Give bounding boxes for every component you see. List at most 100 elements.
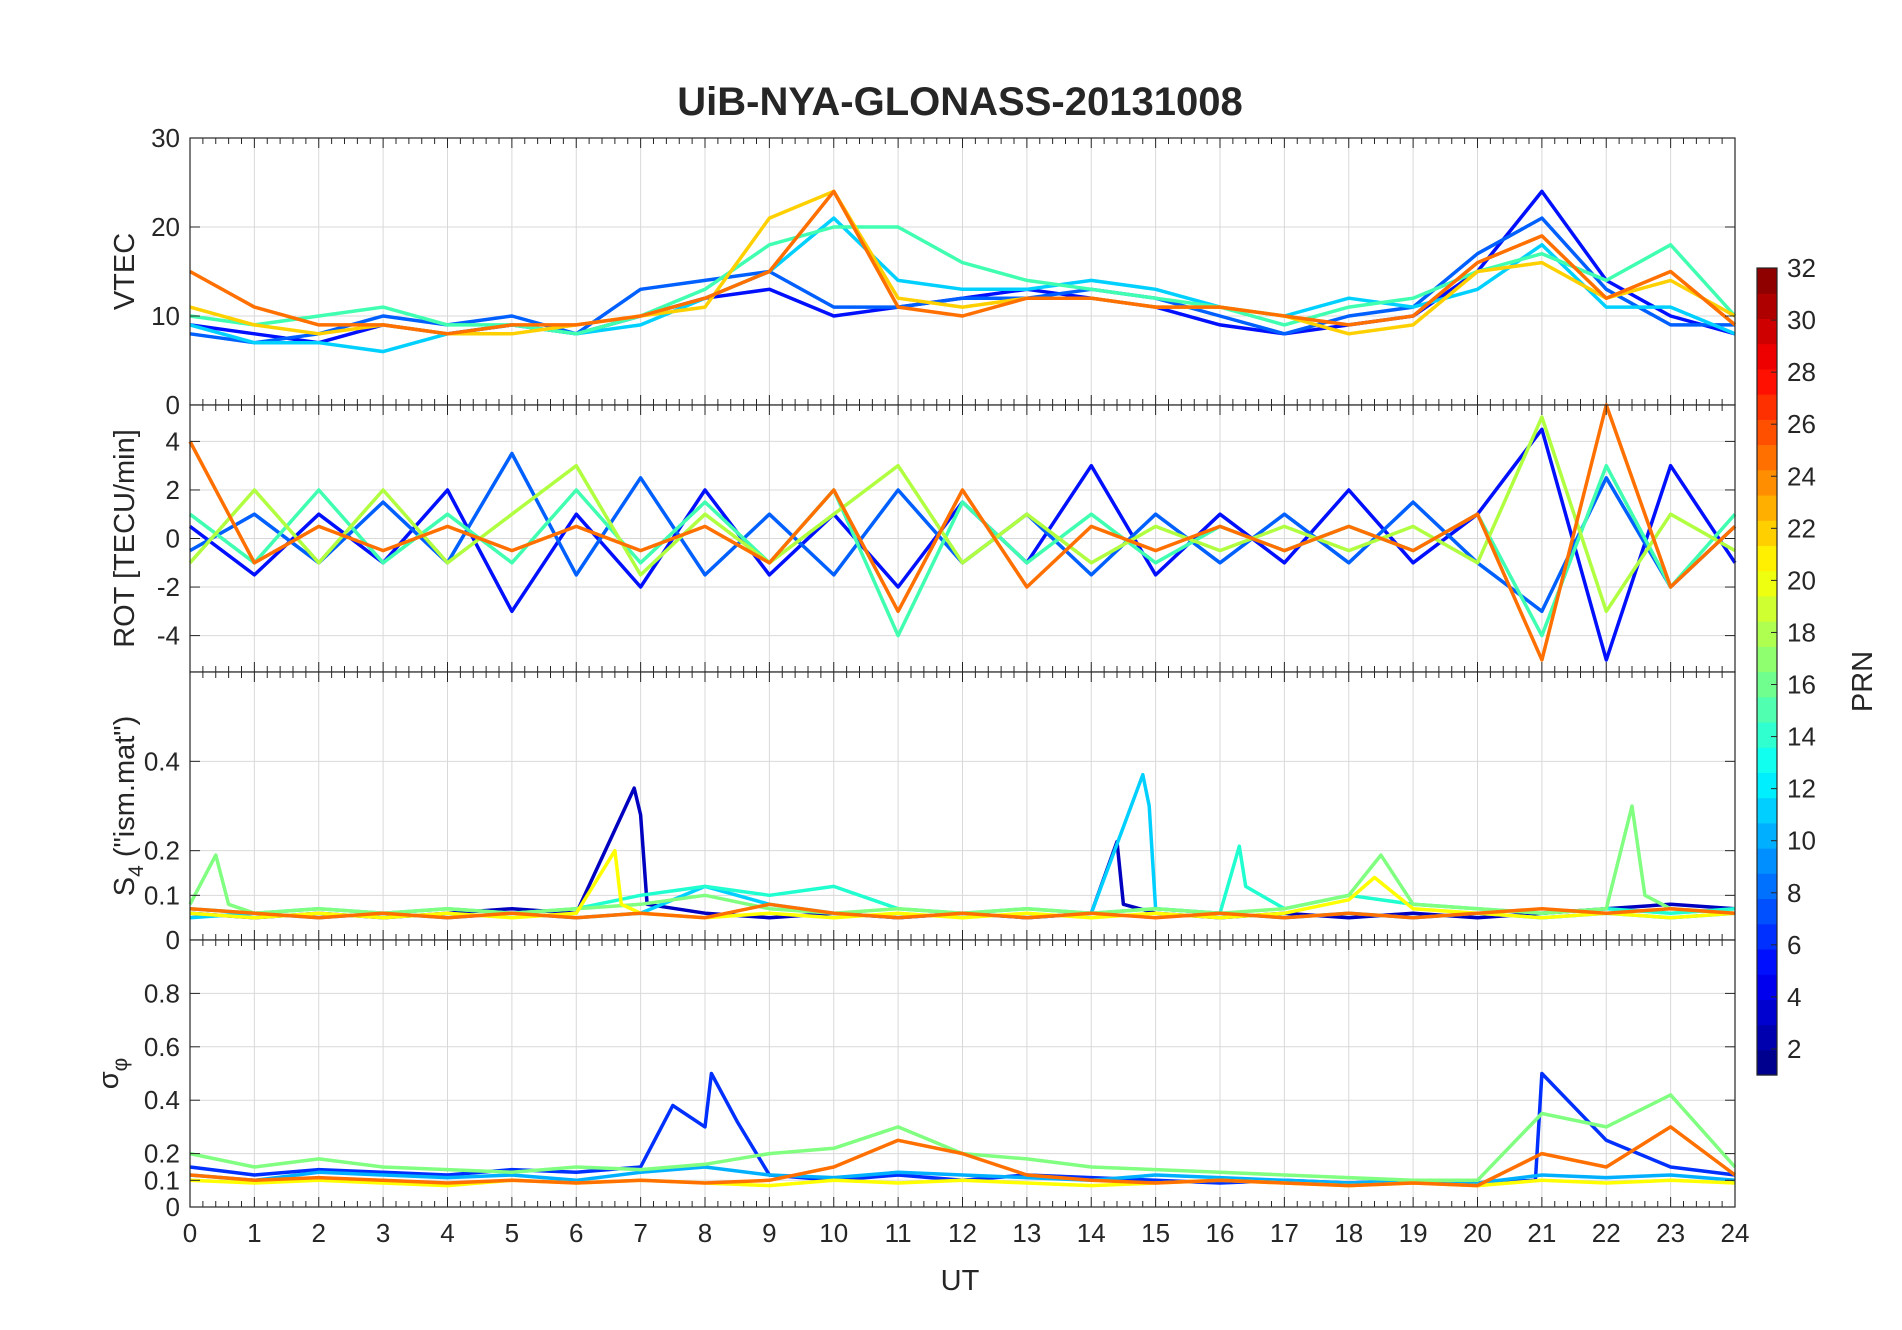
y-tick-label: -2 <box>157 572 180 602</box>
x-tick-label: 2 <box>312 1218 326 1248</box>
x-tick-label: 6 <box>569 1218 583 1248</box>
colorbar-tick-label: 8 <box>1787 878 1801 908</box>
panel-s4: 00.10.20.4S4 ("ism.mat") <box>109 671 1736 955</box>
colorbar-segment <box>1757 520 1777 547</box>
x-tick-label: 13 <box>1012 1218 1041 1248</box>
colorbar-tick-label: 4 <box>1787 982 1801 1012</box>
colorbar-tick-label: 12 <box>1787 774 1816 804</box>
colorbar-tick-label: 32 <box>1787 253 1816 283</box>
colorbar-label: PRN <box>1847 651 1879 712</box>
colorbar-segment <box>1757 696 1777 723</box>
x-tick-label: 8 <box>698 1218 712 1248</box>
x-tick-label: 24 <box>1721 1218 1750 1248</box>
panel-rot: -4 -2 0 2 4 ROT [TECU/min] <box>109 403 1737 673</box>
x-tick-label: 20 <box>1463 1218 1492 1248</box>
y-tick-label: 0.6 <box>144 1032 180 1062</box>
colorbar-frame <box>1756 267 1778 1076</box>
colorbar-segment <box>1757 570 1777 597</box>
colorbar-tick-label: 22 <box>1787 513 1816 543</box>
colorbar-segment <box>1757 293 1777 320</box>
y-axis-label-main: VTEC <box>109 233 141 310</box>
colorbar-segment <box>1757 469 1777 496</box>
y-tick-label: 0.1 <box>144 1165 180 1195</box>
y-tick-label: 0 <box>166 1192 180 1222</box>
x-tick-label: 7 <box>633 1218 647 1248</box>
y-axis-label-main: σ <box>93 1071 125 1089</box>
series-line-prn-24 <box>189 189 1737 336</box>
y-tick-label: 0.8 <box>144 978 180 1008</box>
x-tick-label: 15 <box>1141 1218 1170 1248</box>
colorbar-segment <box>1757 948 1777 975</box>
x-tick-label: 16 <box>1206 1218 1235 1248</box>
y-tick-label: 0 <box>166 524 180 554</box>
colorbar-tick-label: 30 <box>1787 305 1816 335</box>
colorbar-tick-label: 20 <box>1787 565 1816 595</box>
colorbar-segment <box>1757 494 1777 521</box>
x-tick-label: 4 <box>440 1218 454 1248</box>
colorbar-segment <box>1757 419 1777 446</box>
x-tick-label: 10 <box>819 1218 848 1248</box>
series-line-prn-10 <box>189 1165 1736 1185</box>
colorbar-segment <box>1757 873 1777 900</box>
colorbar-segment <box>1757 394 1777 420</box>
x-tick-label: 12 <box>948 1218 977 1248</box>
colorbar-tick-label: 18 <box>1787 617 1816 647</box>
colorbar-segment <box>1757 646 1777 673</box>
x-tick-label: 23 <box>1656 1218 1685 1248</box>
x-tick-label: 17 <box>1270 1218 1299 1248</box>
colorbar-tick-label: 16 <box>1787 670 1816 700</box>
colorbar-segment <box>1757 721 1777 748</box>
colorbar-segment <box>1757 444 1777 471</box>
colorbar-segment <box>1757 1049 1777 1076</box>
x-tick-label: 9 <box>762 1218 776 1248</box>
colorbar-tick-label: 14 <box>1787 722 1816 752</box>
y-axis-label: S4 ("ism.mat") <box>109 716 148 897</box>
colorbar-segment <box>1757 923 1777 950</box>
colorbar-segment <box>1757 268 1777 294</box>
colorbar-segment <box>1757 898 1777 925</box>
colorbar-segment <box>1757 595 1777 622</box>
x-tick-label: 19 <box>1399 1218 1428 1248</box>
x-axis-label: UT <box>941 1265 980 1297</box>
colorbar-tick-label: 2 <box>1787 1034 1801 1064</box>
y-tick-label: 0.4 <box>144 1085 180 1115</box>
colorbar-segment <box>1757 1024 1777 1051</box>
colorbar-segment <box>1757 621 1777 647</box>
colorbar-segment <box>1757 999 1777 1026</box>
colorbar-segment <box>1757 343 1777 370</box>
colorbar-tick-label: 10 <box>1787 826 1816 856</box>
x-tick-label: 3 <box>376 1218 390 1248</box>
y-tick-label: 4 <box>166 426 180 456</box>
colorbar-segment <box>1757 318 1777 345</box>
y-tick-label: 2 <box>166 475 180 505</box>
y-tick-label: 0.1 <box>144 880 180 910</box>
y-axis-label: σφ <box>93 1058 132 1090</box>
series-line-prn-24 <box>188 403 1737 662</box>
x-tick-label: 11 <box>885 1218 912 1248</box>
series-line-prn-18 <box>188 415 1736 614</box>
x-tick-label: 5 <box>505 1218 519 1248</box>
panel-vtec: 0 10 20 30 VTEC <box>109 123 1737 420</box>
colorbar-segment <box>1757 671 1777 698</box>
series-line-prn-24 <box>189 902 1736 920</box>
y-axis-label-main: S <box>109 877 141 896</box>
colorbar-segment <box>1757 772 1777 799</box>
x-tick-label: 1 <box>247 1218 261 1248</box>
series-line-prn-24 <box>189 1125 1737 1188</box>
y-axis-label-main: ROT [TECU/min] <box>109 429 141 648</box>
y-tick-label: 20 <box>151 212 180 242</box>
y-axis-label-subscript: φ <box>109 1058 132 1072</box>
y-tick-label: 10 <box>151 301 180 331</box>
y-axis-label: VTEC <box>109 233 141 310</box>
x-tick-label: 22 <box>1592 1218 1621 1248</box>
y-tick-label: 0.2 <box>144 836 180 866</box>
x-tick-label: 0 <box>183 1218 197 1248</box>
colorbar-segment <box>1757 368 1777 395</box>
x-tick-label: 21 <box>1527 1218 1556 1248</box>
colorbar-segment <box>1757 545 1777 572</box>
colorbar-segment <box>1757 848 1777 874</box>
y-axis-label: ROT [TECU/min] <box>109 429 141 648</box>
